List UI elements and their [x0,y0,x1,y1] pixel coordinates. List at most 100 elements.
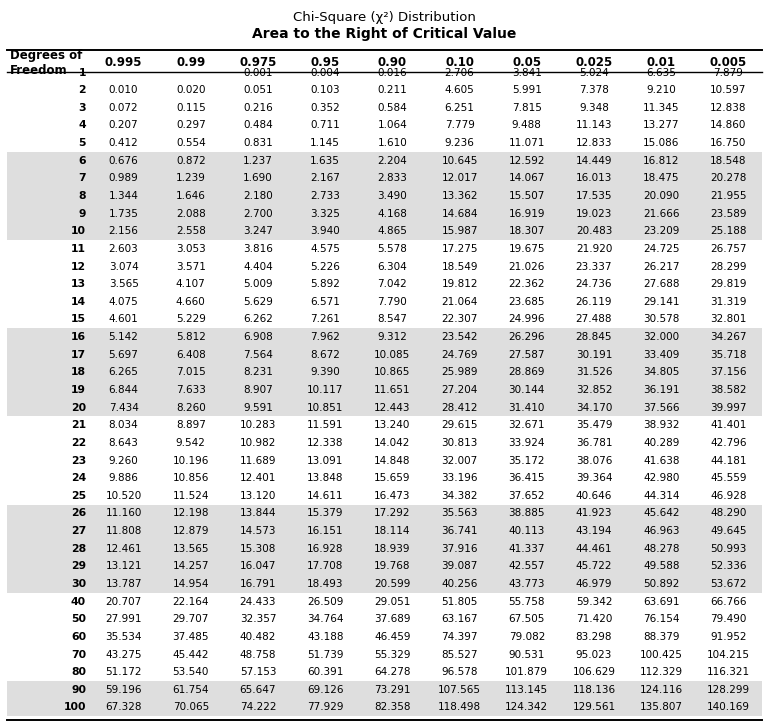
Text: 41.638: 41.638 [643,455,680,466]
Text: 0.10: 0.10 [445,56,474,69]
Bar [7,240,762,328]
Text: 23.337: 23.337 [576,262,612,272]
Text: 46.979: 46.979 [576,579,612,589]
Text: 15.086: 15.086 [643,138,680,148]
Text: 60.391: 60.391 [307,667,343,677]
Text: 23: 23 [71,455,86,466]
Text: 29: 29 [71,561,86,571]
Text: 85.527: 85.527 [442,649,478,659]
Text: 12.198: 12.198 [173,508,209,518]
Text: 46.928: 46.928 [710,491,746,501]
Text: 74.222: 74.222 [240,703,276,712]
Text: 5.226: 5.226 [310,262,340,272]
Text: 13.787: 13.787 [105,579,142,589]
Text: 12.461: 12.461 [105,544,142,554]
Text: 3.841: 3.841 [511,67,541,77]
Text: 44.181: 44.181 [710,455,746,466]
Text: 10: 10 [71,226,86,236]
Text: 107.565: 107.565 [438,685,481,695]
Text: 55.758: 55.758 [508,596,545,607]
Text: 38.076: 38.076 [576,455,612,466]
Text: 2.700: 2.700 [243,209,273,218]
Text: 4.865: 4.865 [377,226,407,236]
Text: 38.582: 38.582 [710,385,746,395]
Text: 23.685: 23.685 [508,297,545,307]
Text: 41.337: 41.337 [508,544,545,554]
Text: 8.547: 8.547 [377,315,407,325]
Text: 1.344: 1.344 [108,191,138,201]
Text: 6.251: 6.251 [445,103,475,113]
Text: 4.404: 4.404 [243,262,273,272]
Text: 39.087: 39.087 [442,561,478,571]
Text: 34.267: 34.267 [710,332,746,342]
Text: 3.247: 3.247 [243,226,273,236]
Text: 79.082: 79.082 [508,632,545,642]
Text: 14.684: 14.684 [442,209,478,218]
Text: 21.666: 21.666 [643,209,680,218]
Text: 59.196: 59.196 [105,685,142,695]
Bar [7,505,762,593]
Text: 43.188: 43.188 [307,632,343,642]
Text: 21.026: 21.026 [508,262,545,272]
Text: 13.277: 13.277 [643,121,680,130]
Text: 140.169: 140.169 [707,703,750,712]
Text: 39.364: 39.364 [576,473,612,483]
Text: 29.051: 29.051 [374,596,411,607]
Text: 23.209: 23.209 [643,226,680,236]
Text: 21.064: 21.064 [442,297,478,307]
Text: 90.531: 90.531 [508,649,545,659]
Text: Chi-Square (χ²) Distribution: Chi-Square (χ²) Distribution [293,11,475,24]
Text: 36.415: 36.415 [508,473,545,483]
Text: 7.962: 7.962 [310,332,340,342]
Text: 26.217: 26.217 [643,262,680,272]
Text: 3.490: 3.490 [378,191,407,201]
Text: 9.886: 9.886 [108,473,138,483]
Text: 13.120: 13.120 [240,491,276,501]
Text: 43.275: 43.275 [105,649,142,659]
Text: 35.534: 35.534 [105,632,142,642]
Bar [7,64,762,152]
Text: 4.660: 4.660 [176,297,206,307]
Text: 3.565: 3.565 [108,279,138,289]
Text: 12: 12 [71,262,86,272]
Text: 26: 26 [71,508,86,518]
Text: 33.409: 33.409 [643,350,680,360]
Text: 18.549: 18.549 [442,262,478,272]
Text: 9.312: 9.312 [377,332,407,342]
Text: 8: 8 [78,191,86,201]
Text: 8.907: 8.907 [243,385,273,395]
Text: 12.401: 12.401 [240,473,276,483]
Text: 27.488: 27.488 [576,315,612,325]
Text: 19.023: 19.023 [576,209,612,218]
Text: 3.571: 3.571 [176,262,206,272]
Text: 6.571: 6.571 [310,297,340,307]
Text: 95.023: 95.023 [576,649,612,659]
Text: 0.010: 0.010 [109,85,138,95]
Text: 24.769: 24.769 [442,350,478,360]
Text: 35.172: 35.172 [508,455,545,466]
Text: 1.145: 1.145 [310,138,340,148]
Text: 12.443: 12.443 [374,403,411,413]
Text: 7.879: 7.879 [713,67,743,77]
Text: 31.410: 31.410 [508,403,545,413]
Text: 61.754: 61.754 [173,685,209,695]
Text: 34.170: 34.170 [576,403,612,413]
Text: 3.053: 3.053 [176,244,206,254]
Text: 67.505: 67.505 [508,615,545,624]
Text: 16.750: 16.750 [710,138,746,148]
Text: 1.239: 1.239 [176,174,206,184]
Text: 11.345: 11.345 [643,103,680,113]
Text: 91.952: 91.952 [710,632,746,642]
Text: 0.051: 0.051 [243,85,273,95]
Text: 14.449: 14.449 [576,155,612,166]
Text: 24.996: 24.996 [508,315,545,325]
Text: 0.95: 0.95 [310,56,339,69]
Text: 53.672: 53.672 [710,579,746,589]
Text: 90: 90 [71,685,86,695]
Text: 10.196: 10.196 [173,455,209,466]
Text: 15: 15 [71,315,86,325]
Text: 0.115: 0.115 [176,103,206,113]
Text: 39.997: 39.997 [710,403,746,413]
Text: 31.526: 31.526 [576,367,612,377]
Text: 14: 14 [71,297,86,307]
